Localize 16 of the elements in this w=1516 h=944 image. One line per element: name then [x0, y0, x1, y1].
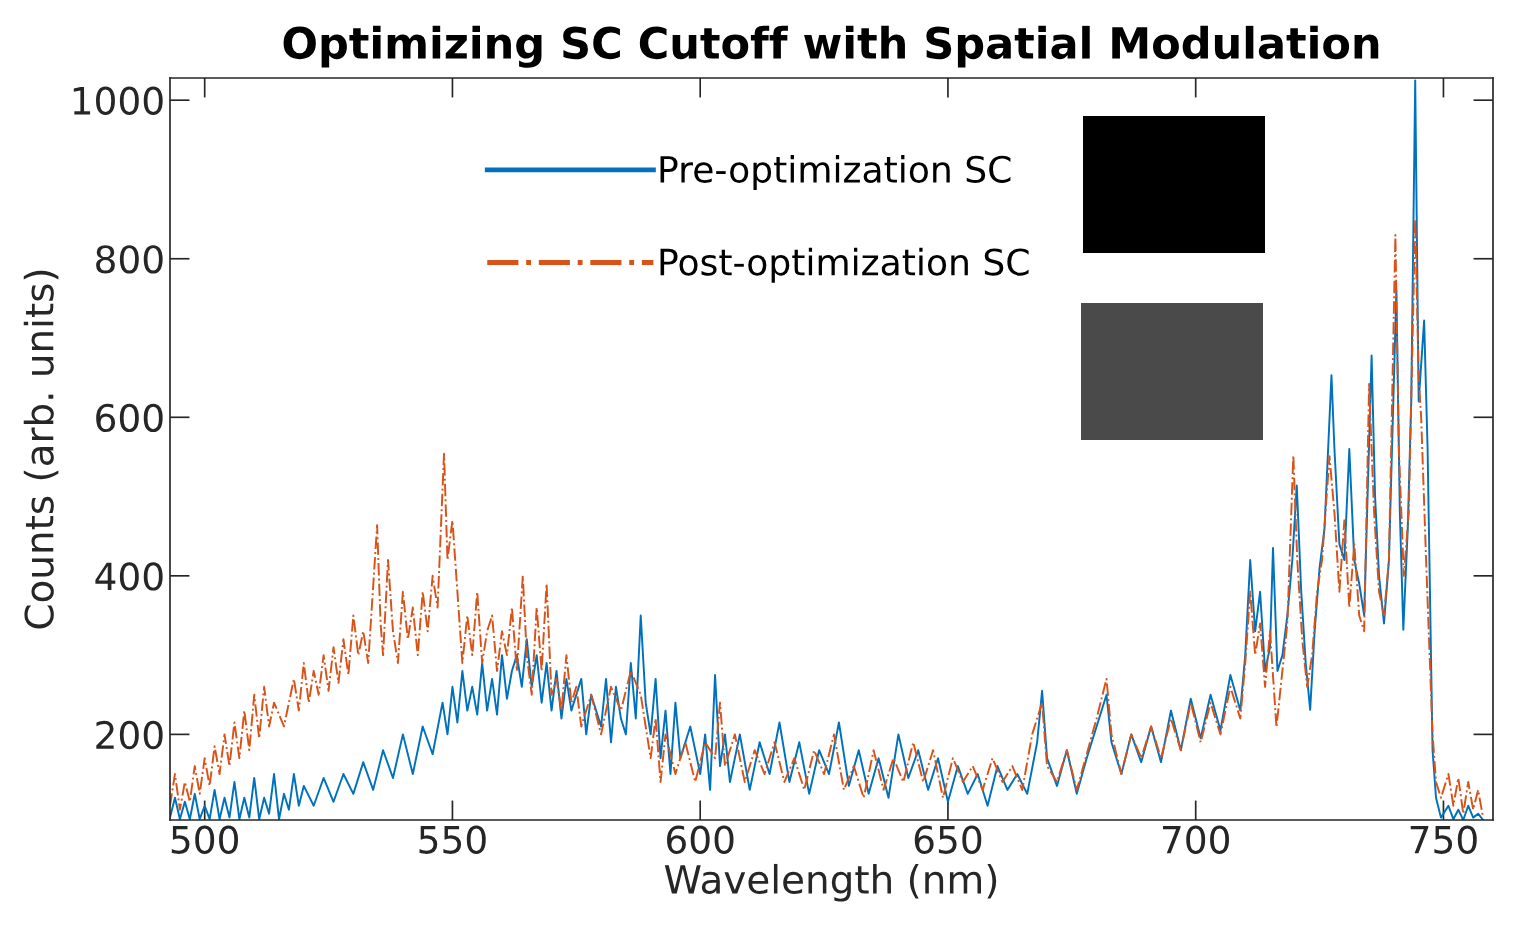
chart-title: Optimizing SC Cutoff with Spatial Modulation [283, 25, 1379, 68]
legend-label: Post-optimization SC [660, 247, 1029, 283]
y-axis-title: Counts (arb. units) [23, 270, 59, 629]
x-tick-label: 550 [419, 825, 486, 854]
x-tick-label: 700 [1162, 825, 1229, 854]
legend-label: Pre-optimization SC [660, 155, 1011, 190]
y-tick-label: 1000 [73, 86, 163, 115]
y-tick-label: 600 [96, 403, 163, 433]
y-tick-label: 800 [96, 245, 163, 274]
x-tick-label: 600 [667, 825, 734, 854]
x-tick-label: 500 [171, 825, 238, 854]
x-tick-label: 750 [1410, 825, 1477, 854]
x-axis-title: Wavelength (nm) [664, 863, 997, 902]
x-tick-label: 650 [914, 825, 982, 854]
y-tick-label: 200 [96, 720, 163, 750]
y-tick-label: 400 [95, 562, 163, 591]
